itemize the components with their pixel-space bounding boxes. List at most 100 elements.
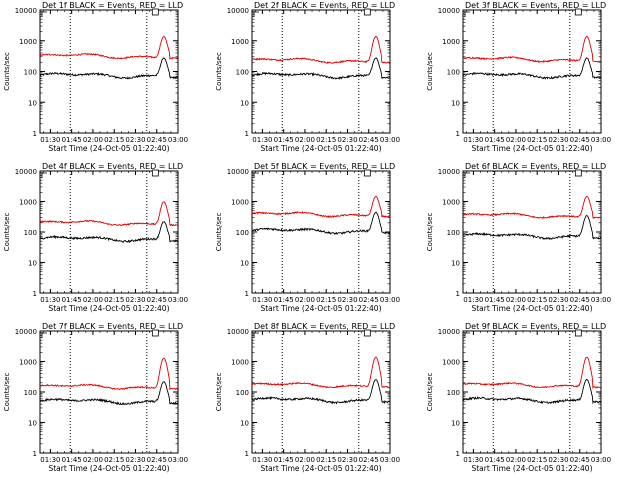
chart-title: Det 2f BLACK = Events, RED = LLD [254, 1, 395, 10]
y-tick-label: 1 [456, 290, 460, 298]
series-line-lld [39, 357, 179, 391]
series-line-lld [39, 201, 179, 227]
y-tick-label: 10000 [15, 7, 37, 15]
y-tick-label: 10 [28, 99, 37, 107]
series-line-events [39, 221, 179, 244]
x-tick-label: 02:00 [295, 456, 315, 464]
series-line-lld [462, 195, 602, 219]
x-tick-label: 03:00 [168, 456, 188, 464]
x-tick-label: 01:45 [62, 456, 82, 464]
x-axis-label: Start Time (24-Oct-05 01:22:40) [471, 304, 592, 313]
y-tick-label: 1 [245, 290, 249, 298]
y-tick-label: 10 [28, 420, 37, 428]
x-tick-label: 03:00 [591, 456, 611, 464]
x-tick-label: 02:15 [527, 456, 547, 464]
x-tick-label: 02:00 [83, 456, 103, 464]
y-tick-label: 1 [245, 450, 249, 458]
x-axis-label: Start Time (24-Oct-05 01:22:40) [471, 144, 592, 153]
y-tick-label: 1 [33, 130, 37, 138]
x-tick-label: 03:00 [168, 136, 188, 144]
x-tick-label: 02:30 [337, 136, 357, 144]
y-tick-label: 1000 [442, 199, 460, 207]
peak-marker-box [574, 329, 582, 337]
x-tick-label: 02:00 [295, 296, 315, 304]
chart-panel-2: Det 2f BLACK = Events, RED = LLD Counts/s… [215, 1, 400, 153]
y-axis-label: Counts/sec [215, 373, 223, 412]
y-tick-label: 1000 [231, 359, 249, 367]
x-tick-label: 02:30 [337, 296, 357, 304]
peak-marker-box [574, 169, 582, 177]
series-line-lld [251, 195, 391, 219]
y-axis-label: Counts/sec [3, 373, 11, 412]
corner-marker [41, 172, 47, 178]
y-tick-label: 1000 [19, 359, 37, 367]
peak-marker-box [363, 8, 371, 16]
series-line-lld [251, 36, 391, 64]
y-axis-label: Counts/sec [426, 373, 434, 412]
x-tick-label: 02:15 [527, 136, 547, 144]
y-tick-label: 100 [236, 229, 249, 237]
x-tick-label: 02:45 [359, 296, 379, 304]
y-tick-label: 100 [447, 69, 460, 77]
plot-frame [39, 170, 179, 294]
x-tick-label: 02:15 [316, 136, 336, 144]
plot-frame [39, 330, 179, 454]
chart-title: Det 6f BLACK = Events, RED = LLD [465, 162, 606, 171]
x-tick-label: 01:30 [40, 296, 60, 304]
x-tick-label: 02:30 [548, 296, 568, 304]
x-axis-label: Start Time (24-Oct-05 01:22:40) [260, 304, 381, 313]
y-tick-label: 1000 [231, 199, 249, 207]
corner-marker [41, 332, 47, 338]
y-axis-label: Counts/sec [215, 52, 223, 91]
x-tick-label: 02:00 [295, 136, 315, 144]
y-tick-label: 10000 [438, 7, 460, 15]
chart-panel-8: Det 8f BLACK = Events, RED = LLD Counts/s… [215, 322, 400, 473]
chart-panel-6: Det 6f BLACK = Events, RED = LLD Counts/s… [426, 162, 611, 313]
corner-marker [253, 332, 259, 338]
x-tick-label: 02:30 [548, 136, 568, 144]
corner-marker [464, 11, 470, 17]
chart-title: Det 1f BLACK = Events, RED = LLD [42, 1, 183, 10]
x-tick-label: 03:00 [591, 296, 611, 304]
corner-marker [464, 172, 470, 178]
x-tick-label: 02:15 [104, 296, 124, 304]
y-tick-label: 1000 [442, 359, 460, 367]
x-tick-label: 02:00 [506, 296, 526, 304]
chart-title: Det 7f BLACK = Events, RED = LLD [42, 322, 183, 331]
x-tick-label: 01:45 [274, 456, 294, 464]
chart-panel-4: Det 4f BLACK = Events, RED = LLD Counts/s… [3, 162, 188, 313]
x-tick-label: 02:45 [359, 456, 379, 464]
x-tick-label: 01:45 [62, 136, 82, 144]
y-tick-label: 100 [447, 229, 460, 237]
x-tick-label: 01:45 [274, 136, 294, 144]
corner-marker [253, 11, 259, 17]
x-tick-label: 02:15 [316, 456, 336, 464]
series-line-events [462, 57, 602, 80]
x-tick-label: 01:45 [62, 296, 82, 304]
chart-title: Det 5f BLACK = Events, RED = LLD [254, 162, 395, 171]
x-tick-label: 02:45 [570, 296, 590, 304]
y-tick-label: 10000 [227, 168, 249, 176]
x-tick-label: 03:00 [168, 296, 188, 304]
y-tick-label: 10 [451, 260, 460, 268]
peak-marker-box [363, 169, 371, 177]
x-tick-label: 02:15 [527, 296, 547, 304]
x-tick-label: 02:30 [548, 456, 568, 464]
x-tick-label: 01:30 [40, 456, 60, 464]
y-tick-label: 10 [240, 420, 249, 428]
x-tick-label: 02:45 [570, 456, 590, 464]
series-line-events [251, 57, 391, 80]
x-tick-label: 02:15 [316, 296, 336, 304]
x-tick-label: 02:45 [147, 136, 167, 144]
y-tick-label: 100 [24, 69, 37, 77]
y-tick-label: 10000 [15, 328, 37, 336]
y-tick-label: 1 [456, 130, 460, 138]
y-tick-label: 10 [28, 260, 37, 268]
series-line-events [462, 378, 602, 405]
x-tick-label: 02:00 [83, 136, 103, 144]
corner-marker [253, 172, 259, 178]
x-tick-label: 01:30 [463, 296, 483, 304]
y-tick-label: 1000 [442, 38, 460, 46]
